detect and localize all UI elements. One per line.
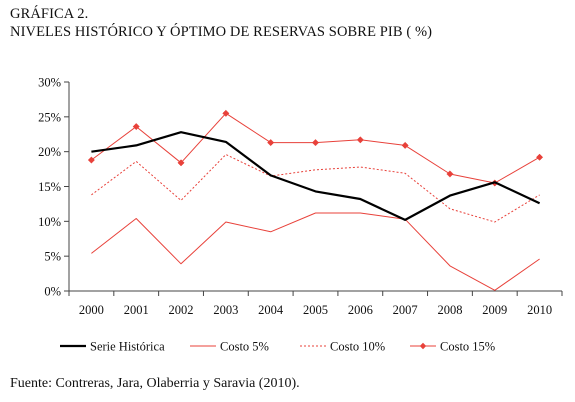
data-point-marker bbox=[536, 154, 542, 160]
x-tick-label: 2009 bbox=[482, 303, 507, 317]
x-tick-label: 2006 bbox=[348, 303, 373, 317]
data-point-marker bbox=[312, 139, 318, 145]
data-point-marker bbox=[357, 137, 363, 143]
y-tick-label: 20% bbox=[38, 145, 61, 159]
legend-marker bbox=[420, 343, 426, 349]
x-tick-label: 2005 bbox=[303, 303, 328, 317]
y-tick-label: 30% bbox=[38, 76, 61, 90]
data-point-marker bbox=[267, 139, 273, 145]
x-tick-label: 2010 bbox=[527, 303, 552, 317]
x-tick-label: 2000 bbox=[79, 303, 104, 317]
series-line-costo-15 bbox=[91, 113, 539, 183]
legend-label: Costo 10% bbox=[330, 340, 385, 354]
legend-label: Costo 15% bbox=[440, 340, 495, 354]
data-point-marker bbox=[402, 142, 408, 148]
x-tick-label: 2001 bbox=[124, 303, 149, 317]
legend-label: Serie Histórica bbox=[90, 340, 165, 354]
y-tick-label: 15% bbox=[38, 180, 61, 194]
legend-label: Costo 5% bbox=[220, 340, 269, 354]
source-note: Fuente: Contreras, Jara, Olaberria y Sar… bbox=[10, 376, 300, 392]
y-tick-label: 0% bbox=[44, 285, 61, 299]
x-tick-label: 2003 bbox=[213, 303, 238, 317]
y-tick-label: 5% bbox=[44, 250, 61, 264]
data-point-marker bbox=[447, 171, 453, 177]
series-line-costo-5 bbox=[91, 213, 539, 290]
y-tick-label: 10% bbox=[38, 215, 61, 229]
x-tick-label: 2008 bbox=[437, 303, 462, 317]
y-tick-label: 25% bbox=[38, 110, 61, 124]
x-tick-label: 2007 bbox=[393, 303, 418, 317]
x-tick-label: 2004 bbox=[258, 303, 284, 317]
x-tick-label: 2002 bbox=[169, 303, 194, 317]
